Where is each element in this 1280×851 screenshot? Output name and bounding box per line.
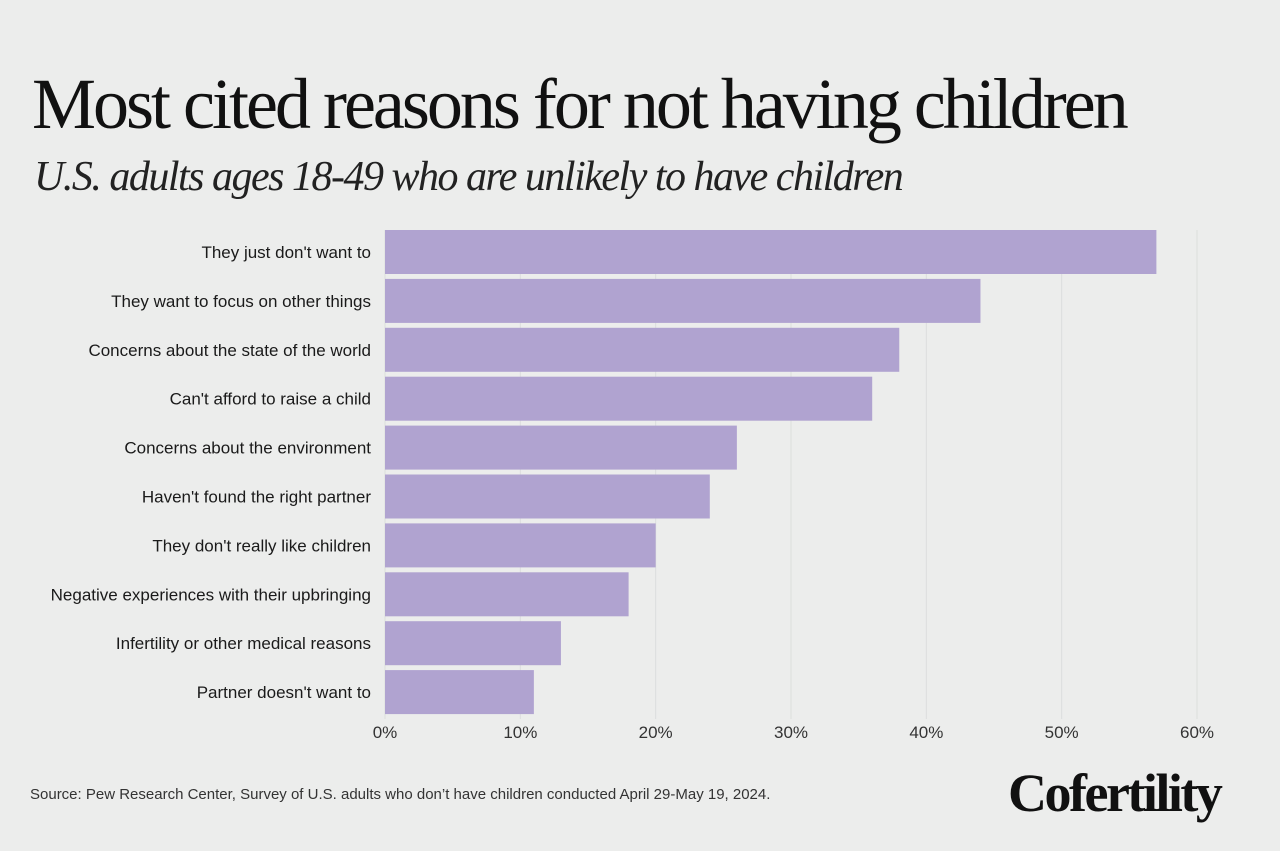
category-label: They just don't want to	[201, 243, 371, 262]
bar	[385, 572, 629, 617]
bar	[385, 621, 561, 666]
x-tick-label: 30%	[774, 723, 808, 742]
category-label: Haven't found the right partner	[142, 488, 371, 507]
chart-subtitle: U.S. adults ages 18-49 who are unlikely …	[34, 154, 904, 200]
category-label: They want to focus on other things	[111, 292, 371, 311]
x-tick-label: 10%	[503, 723, 537, 742]
chart-title: Most cited reasons for not having childr…	[32, 64, 1129, 144]
bar	[385, 670, 534, 715]
category-label: Concerns about the state of the world	[88, 341, 371, 360]
bar-chart: 0% 10% 20% 30% 40% 50% 60% They just don't want…	[51, 230, 1214, 742]
bar	[385, 327, 900, 372]
category-label: Negative experiences with their upbringi…	[51, 585, 371, 604]
x-tick-label: 60%	[1180, 723, 1214, 742]
bar	[385, 523, 656, 568]
category-label: They don't really like children	[152, 536, 371, 555]
bar	[385, 425, 737, 470]
category-label: Concerns about the environment	[124, 439, 371, 458]
category-label: Partner doesn't want to	[197, 683, 371, 702]
category-label: Can't afford to raise a child	[170, 390, 371, 409]
x-tick-label: 20%	[639, 723, 673, 742]
bar	[385, 474, 710, 519]
bar	[385, 278, 981, 323]
cofertility-logo: Cofertility	[1008, 763, 1223, 823]
bar	[385, 376, 873, 421]
x-tick-label: 40%	[909, 723, 943, 742]
bar	[385, 230, 1157, 274]
category-label: Infertility or other medical reasons	[116, 634, 371, 653]
x-tick-label: 50%	[1045, 723, 1079, 742]
source-note: Source: Pew Research Center, Survey of U…	[30, 786, 771, 803]
x-tick-label: 0%	[373, 723, 398, 742]
